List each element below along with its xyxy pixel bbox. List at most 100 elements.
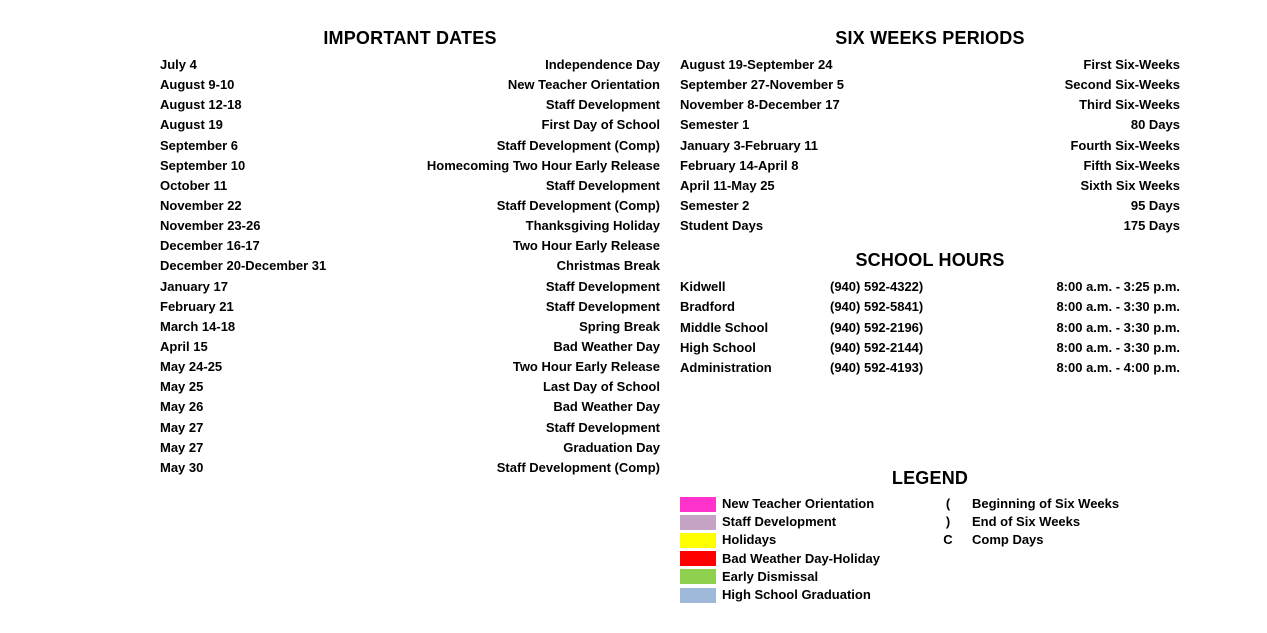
row-date: August 9-10 [160, 75, 234, 95]
school-name: High School [680, 338, 830, 358]
school-phone: (940) 592-5841) [830, 297, 980, 317]
row-desc: Staff Development [546, 176, 660, 196]
legend-label: Holidays [722, 531, 776, 549]
legend-item: CComp Days [930, 531, 1119, 549]
table-row: January 17Staff Development [160, 277, 660, 297]
table-row: Semester 2 95 Days [680, 196, 1180, 216]
table-row: May 24-25 Two Hour Early Release [160, 357, 660, 377]
row-date: May 25 [160, 377, 203, 397]
row-date: January 3-February 11 [680, 136, 818, 156]
row-date: Semester 2 [680, 196, 749, 216]
legend-item: High School Graduation [680, 586, 930, 604]
important-dates-title: IMPORTANT DATES [160, 28, 660, 49]
row-desc: Staff Development [546, 277, 660, 297]
row-date: May 26 [160, 397, 203, 417]
legend-item: )End of Six Weeks [930, 513, 1119, 531]
row-desc: Fourth Six-Weeks [1070, 136, 1180, 156]
legend-item: Early Dismissal [680, 568, 930, 586]
table-row: February 21 Staff Development [160, 297, 660, 317]
row-date: November 8-December 17 [680, 95, 840, 115]
legend-symbol: ( [930, 495, 966, 513]
legend-label: High School Graduation [722, 586, 871, 604]
school-hours-title: SCHOOL HOURS [680, 250, 1180, 271]
table-row: January 3-February 11 Fourth Six-Weeks [680, 136, 1180, 156]
row-desc: Christmas Break [557, 256, 660, 276]
school-phone: (940) 592-2144) [830, 338, 980, 358]
legend-label: Beginning of Six Weeks [972, 495, 1119, 513]
legend-label: Comp Days [972, 531, 1044, 549]
row-date: Semester 1 [680, 115, 749, 135]
legend-title: LEGEND [680, 468, 1180, 489]
school-time: 8:00 a.m. - 3:25 p.m. [980, 277, 1180, 297]
row-date: February 21 [160, 297, 234, 317]
legend-label: Early Dismissal [722, 568, 818, 586]
table-row: May 27Staff Development [160, 418, 660, 438]
row-desc: Two Hour Early Release [513, 236, 660, 256]
table-row: May 27Graduation Day [160, 438, 660, 458]
hours-row: Bradford(940) 592-5841)8:00 a.m. - 3:30 … [680, 297, 1180, 317]
sixweeks-title: SIX WEEKS PERIODS [680, 28, 1180, 49]
table-row: Student Days175 Days [680, 216, 1180, 236]
school-phone: (940) 592-4193) [830, 358, 980, 378]
table-row: November 23-26Thanksgiving Holiday [160, 216, 660, 236]
row-desc: Staff Development [546, 297, 660, 317]
legend-swatch [680, 515, 716, 530]
row-date: May 30 [160, 458, 203, 478]
table-row: March 14-18Spring Break [160, 317, 660, 337]
table-row: August 9-10 New Teacher Orientation [160, 75, 660, 95]
legend-item: Bad Weather Day-Holiday [680, 550, 930, 568]
row-date: May 27 [160, 438, 203, 458]
school-phone: (940) 592-2196) [830, 318, 980, 338]
legend-swatch [680, 533, 716, 548]
sixweeks-list: August 19-September 24First Six-WeeksSep… [680, 55, 1180, 236]
legend-item: Holidays [680, 531, 930, 549]
table-row: September 27-November 5Second Six-Weeks [680, 75, 1180, 95]
row-desc: Fifth Six-Weeks [1083, 156, 1180, 176]
school-name: Kidwell [680, 277, 830, 297]
row-desc: Staff Development (Comp) [497, 458, 660, 478]
school-hours-list: Kidwell(940) 592-4322)8:00 a.m. - 3:25 p… [680, 277, 1180, 378]
table-row: August 12-18Staff Development [160, 95, 660, 115]
table-row: October 11Staff Development [160, 176, 660, 196]
important-dates-list: July 4Independence DayAugust 9-10 New Tea… [160, 55, 660, 478]
row-desc: Spring Break [579, 317, 660, 337]
row-desc: Two Hour Early Release [513, 357, 660, 377]
row-date: September 6 [160, 136, 238, 156]
legend-swatch [680, 497, 716, 512]
table-row: February 14-April 8Fifth Six-Weeks [680, 156, 1180, 176]
table-row: November 8-December 17 Third Six-Weeks [680, 95, 1180, 115]
legend-colors: New Teacher OrientationStaff Development… [680, 495, 930, 604]
row-desc: Third Six-Weeks [1079, 95, 1180, 115]
legend-label: Bad Weather Day-Holiday [722, 550, 880, 568]
legend-item: Staff Development [680, 513, 930, 531]
row-desc: First Day of School [542, 115, 660, 135]
table-row: May 26 Bad Weather Day [160, 397, 660, 417]
school-time: 8:00 a.m. - 3:30 p.m. [980, 318, 1180, 338]
legend-symbols: ( Beginning of Six Weeks)End of Six Weeks… [930, 495, 1119, 604]
table-row: July 4Independence Day [160, 55, 660, 75]
table-row: May 25 Last Day of School [160, 377, 660, 397]
hours-row: Administration(940) 592-4193)8:00 a.m. -… [680, 358, 1180, 378]
table-row: December 16-17 Two Hour Early Release [160, 236, 660, 256]
school-time: 8:00 a.m. - 3:30 p.m. [980, 338, 1180, 358]
row-desc: 175 Days [1124, 216, 1180, 236]
legend-swatch [680, 588, 716, 603]
row-desc: Staff Development [546, 95, 660, 115]
row-desc: Bad Weather Day [553, 397, 660, 417]
legend-symbol: ) [930, 513, 966, 531]
legend-item: ( Beginning of Six Weeks [930, 495, 1119, 513]
row-desc: 80 Days [1131, 115, 1180, 135]
school-name: Administration [680, 358, 830, 378]
row-date: May 24-25 [160, 357, 222, 377]
row-desc: Bad Weather Day [553, 337, 660, 357]
table-row: September 10Homecoming Two Hour Early Re… [160, 156, 660, 176]
row-desc: Thanksgiving Holiday [526, 216, 660, 236]
row-desc: Last Day of School [543, 377, 660, 397]
row-desc: New Teacher Orientation [508, 75, 660, 95]
row-desc: Sixth Six Weeks [1081, 176, 1180, 196]
table-row: April 15Bad Weather Day [160, 337, 660, 357]
row-desc: Second Six-Weeks [1065, 75, 1180, 95]
row-date: December 16-17 [160, 236, 260, 256]
row-desc: Staff Development (Comp) [497, 196, 660, 216]
row-desc: 95 Days [1131, 196, 1180, 216]
